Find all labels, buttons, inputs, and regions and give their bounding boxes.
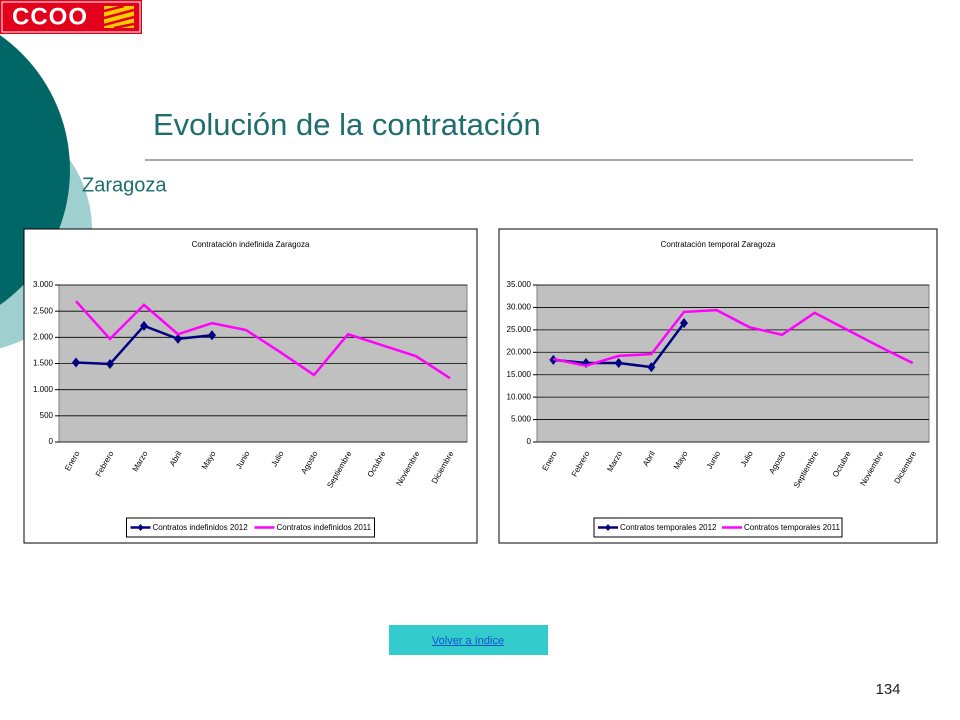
chart: Contratación indefinida Zaragoza 0 500 1.00… xyxy=(23,228,478,544)
point-marker xyxy=(208,330,216,341)
y-tick-label: 1.500 xyxy=(33,359,54,368)
y-tick-label: 2.000 xyxy=(33,332,54,341)
point-marker xyxy=(614,358,623,369)
point-marker xyxy=(106,359,114,370)
logo-border xyxy=(1,1,141,33)
slide-title: Evolución de la contratación xyxy=(153,107,541,142)
slide-subtitle: Zaragoza xyxy=(82,174,167,196)
y-tick-label: 20.000 xyxy=(507,347,532,356)
chart-title: Contratación temporal Zaragoza xyxy=(661,240,776,249)
legend-label: Contratos indefinidos 2011 xyxy=(277,523,372,532)
logo-text: CCOO xyxy=(12,3,88,30)
series-line xyxy=(553,308,914,368)
link-button[interactable] xyxy=(389,625,548,655)
y-tick-label: 1.000 xyxy=(33,385,54,394)
legend-marker xyxy=(605,524,611,531)
chart-title: Contratación indefinida Zaragoza xyxy=(192,240,310,249)
point-marker xyxy=(140,320,148,331)
legend-box xyxy=(126,517,375,538)
legend-box xyxy=(593,517,843,538)
y-tick-label: 30.000 xyxy=(507,303,532,312)
y-tick-label: 35.000 xyxy=(507,280,532,289)
legend-label: Contratos temporales 2012 xyxy=(620,523,717,532)
page-number: 134 xyxy=(875,681,900,698)
series-line xyxy=(75,300,451,380)
point-marker xyxy=(174,333,182,344)
point-marker xyxy=(647,362,656,373)
y-tick-label: 10.000 xyxy=(507,392,532,401)
legend-marker xyxy=(137,524,144,531)
link-text[interactable]: Volver a índice xyxy=(432,635,504,647)
legend-label: Contratos indefinidos 2012 xyxy=(153,523,249,532)
y-tick-label: 500 xyxy=(40,411,54,420)
point-marker xyxy=(72,357,80,368)
y-tick-label: 3.000 xyxy=(33,280,54,289)
chart: Contratación temporal Zaragoza 0 5.000 10.0… xyxy=(498,228,938,544)
y-tick-label: 2.500 xyxy=(33,306,54,315)
y-tick-label: 15.000 xyxy=(507,370,532,379)
y-tick-label: 5.000 xyxy=(511,415,532,424)
y-tick-label: 25.000 xyxy=(507,325,532,334)
point-marker xyxy=(680,318,688,329)
y-tick-label: 0 xyxy=(49,437,54,446)
legend-label: Contratos temporales 2011 xyxy=(744,523,840,532)
y-tick-label: 0 xyxy=(527,437,532,446)
logo-flag xyxy=(103,4,135,30)
